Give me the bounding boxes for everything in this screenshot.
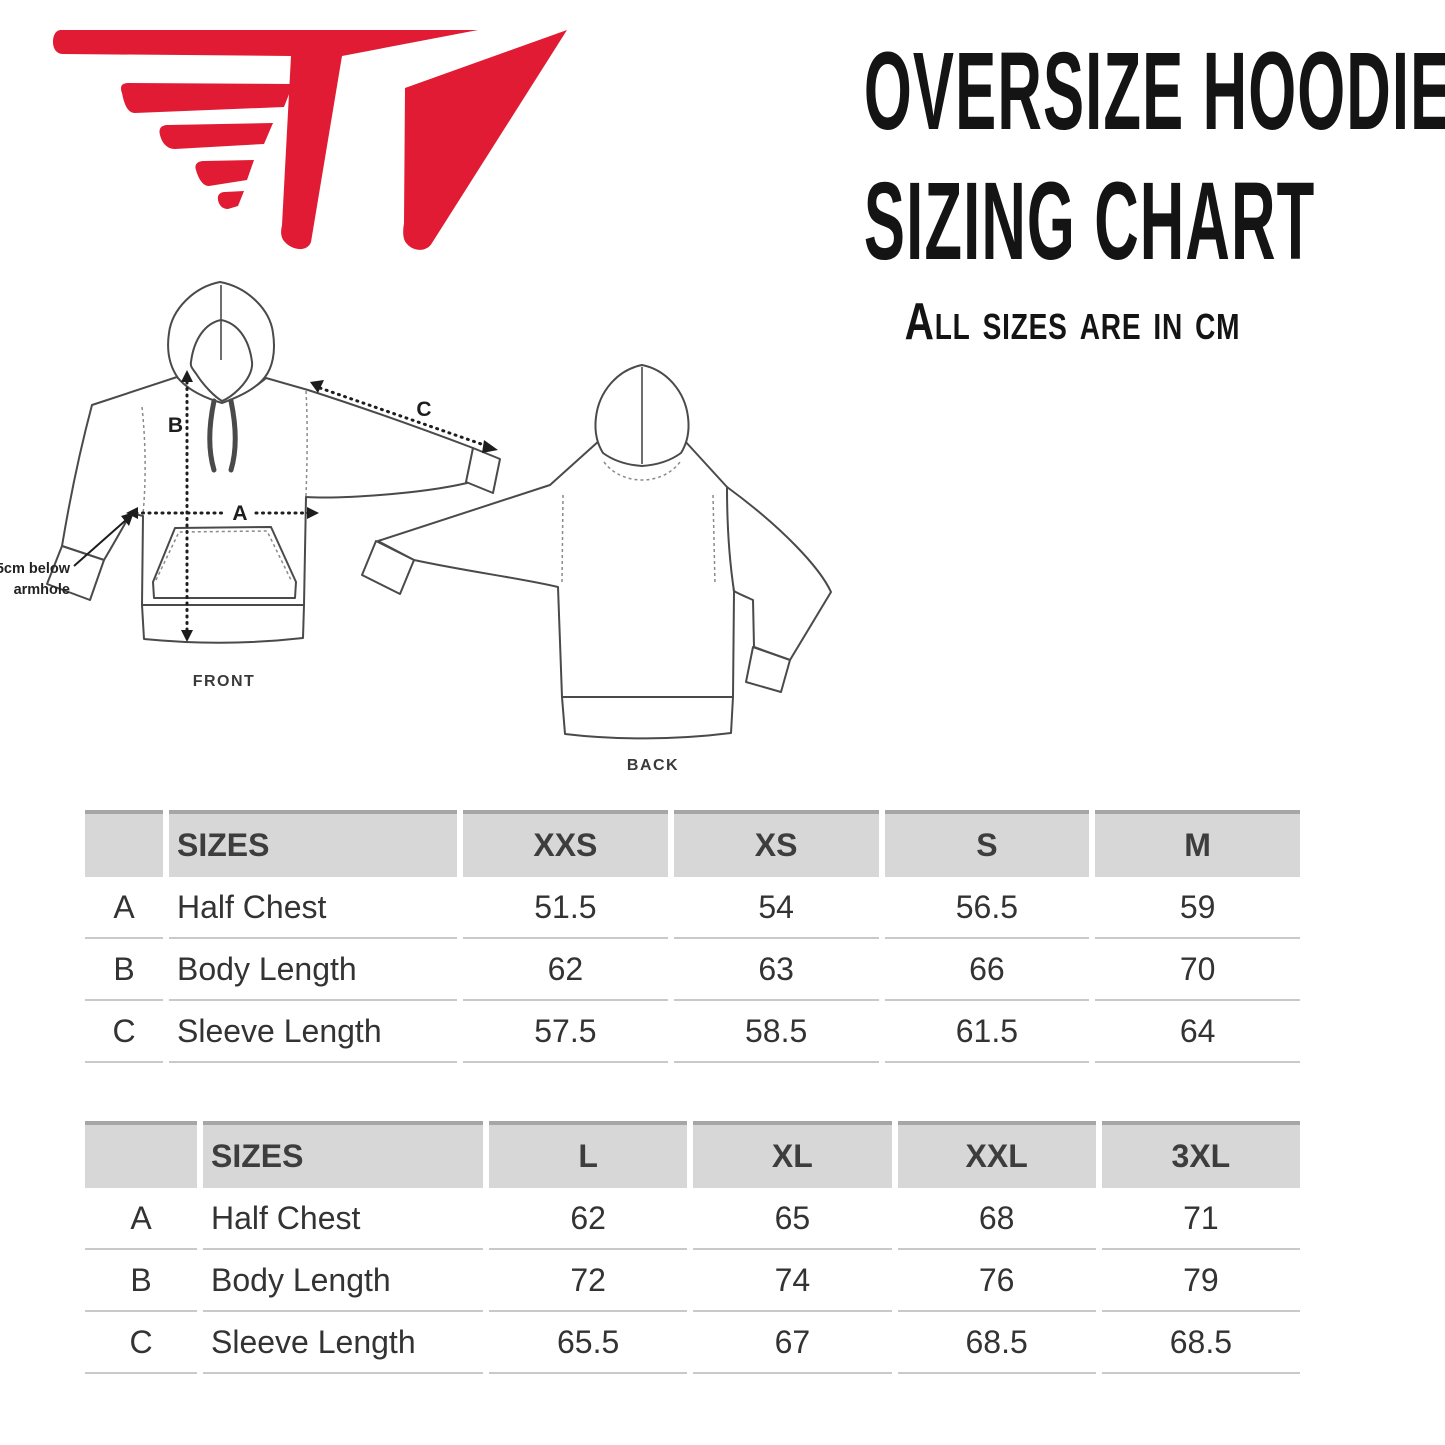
cell-value: 62 <box>489 1188 688 1250</box>
page-title-line2: SIZING CHART <box>863 160 1316 283</box>
arrowhead-icon <box>181 630 193 642</box>
t1-logo <box>53 30 567 250</box>
t1-logo-mark <box>53 30 567 250</box>
table-row-sleeve-length: C Sleeve Length 57.5 58.5 61.5 64 <box>85 1001 1300 1063</box>
table-header-row: SIZES L XL XXL 3XL <box>85 1121 1300 1188</box>
armhole-note-line1: 2.5cm below <box>0 561 71 577</box>
header-letter-cell <box>85 1121 197 1188</box>
page-title-line1: OVERSIZE HOODIE <box>863 30 1445 153</box>
cell-value: 74 <box>693 1250 892 1312</box>
row-label: Body Length <box>203 1250 483 1312</box>
measurement-annotations: B A C 2.5cm below armhole <box>0 370 498 642</box>
header-letter-cell <box>85 810 163 877</box>
cell-value: 57.5 <box>463 1001 668 1063</box>
cell-value: 56.5 <box>884 877 1090 939</box>
cell-value: 65 <box>693 1188 892 1250</box>
arrowhead-icon <box>307 507 319 519</box>
size-table-upper: SIZES XXS XS S M A Half Chest 51.5 54 56… <box>85 810 1300 1063</box>
cell-value: 54 <box>673 877 879 939</box>
cell-value: 76 <box>897 1250 1096 1312</box>
header-col-3xl: 3XL <box>1101 1121 1300 1188</box>
table-row-half-chest: A Half Chest 62 65 68 71 <box>85 1188 1300 1250</box>
back-view-label: BACK <box>627 757 679 774</box>
row-label: Half Chest <box>203 1188 483 1250</box>
row-label: Half Chest <box>169 877 457 939</box>
cell-value: 51.5 <box>463 877 668 939</box>
cell-value: 62 <box>463 939 668 1001</box>
front-right-cuff <box>465 447 501 494</box>
row-label: Body Length <box>169 939 457 1001</box>
header-col-l: L <box>489 1121 688 1188</box>
arrowhead-icon <box>121 512 134 526</box>
drawstrings <box>207 398 217 473</box>
row-letter: B <box>85 1250 197 1312</box>
back-right-cuff <box>745 646 791 693</box>
table-row-half-chest: A Half Chest 51.5 54 56.5 59 <box>85 877 1300 939</box>
row-letter: B <box>85 939 163 1001</box>
cell-value: 66 <box>884 939 1090 1001</box>
cell-value: 79 <box>1101 1250 1300 1312</box>
back-hoodie-drawing <box>361 364 832 740</box>
back-left-cuff <box>361 540 415 595</box>
cell-value: 68 <box>897 1188 1096 1250</box>
cell-value: 58.5 <box>673 1001 879 1063</box>
arrowhead-icon <box>482 440 498 453</box>
arrowhead-icon <box>181 370 193 382</box>
header-sizes-label: SIZES <box>169 810 457 877</box>
cell-value: 63 <box>673 939 879 1001</box>
size-table-lower: SIZES L XL XXL 3XL A Half Chest 62 65 68… <box>85 1121 1300 1374</box>
arrowhead-icon <box>310 380 324 393</box>
cell-value: 65.5 <box>489 1312 688 1374</box>
cell-value: 72 <box>489 1250 688 1312</box>
header-col-xl: XL <box>693 1121 892 1188</box>
row-letter: C <box>85 1001 163 1063</box>
cell-value: 64 <box>1095 1001 1300 1063</box>
measure-label-a: A <box>232 502 247 525</box>
cell-value: 67 <box>693 1312 892 1374</box>
row-letter: A <box>85 1188 197 1250</box>
back-right-sleeve <box>726 486 832 661</box>
measure-label-b: B <box>168 414 183 437</box>
hoodie-measurement-diagram: B A C 2.5cm below armhole FRONT BACK <box>0 281 832 774</box>
cell-value: 68.5 <box>1101 1312 1300 1374</box>
header-col-m: M <box>1095 810 1300 877</box>
header-col-xxl: XXL <box>897 1121 1096 1188</box>
cell-value: 70 <box>1095 939 1300 1001</box>
header-col-xs: XS <box>673 810 879 877</box>
measure-label-c: C <box>416 398 431 421</box>
cell-value: 61.5 <box>884 1001 1090 1063</box>
front-pocket <box>152 526 297 599</box>
front-view-label: FRONT <box>193 673 256 690</box>
row-letter: C <box>85 1312 197 1374</box>
header-col-s: S <box>884 810 1090 877</box>
front-hoodie-drawing <box>46 281 501 644</box>
title-block: OVERSIZE HOODIE SIZING CHART All sizes a… <box>700 0 1445 360</box>
front-left-cuff <box>46 545 105 601</box>
header-col-xxs: XXS <box>463 810 668 877</box>
table-row-body-length: B Body Length 62 63 66 70 <box>85 939 1300 1001</box>
cell-value: 68.5 <box>897 1312 1096 1374</box>
row-label: Sleeve Length <box>203 1312 483 1374</box>
header-sizes-label: SIZES <box>203 1121 483 1188</box>
page-subtitle: All sizes are in cm <box>904 293 1241 351</box>
front-hem-rib <box>141 604 305 644</box>
table-header-row: SIZES XXS XS S M <box>85 810 1300 877</box>
row-label: Sleeve Length <box>169 1001 457 1063</box>
armhole-note-line2: armhole <box>14 582 70 598</box>
row-letter: A <box>85 877 163 939</box>
back-hem-rib <box>561 696 734 740</box>
cell-value: 59 <box>1095 877 1300 939</box>
table-row-sleeve-length: C Sleeve Length 65.5 67 68.5 68.5 <box>85 1312 1300 1374</box>
cell-value: 71 <box>1101 1188 1300 1250</box>
table-row-body-length: B Body Length 72 74 76 79 <box>85 1250 1300 1312</box>
